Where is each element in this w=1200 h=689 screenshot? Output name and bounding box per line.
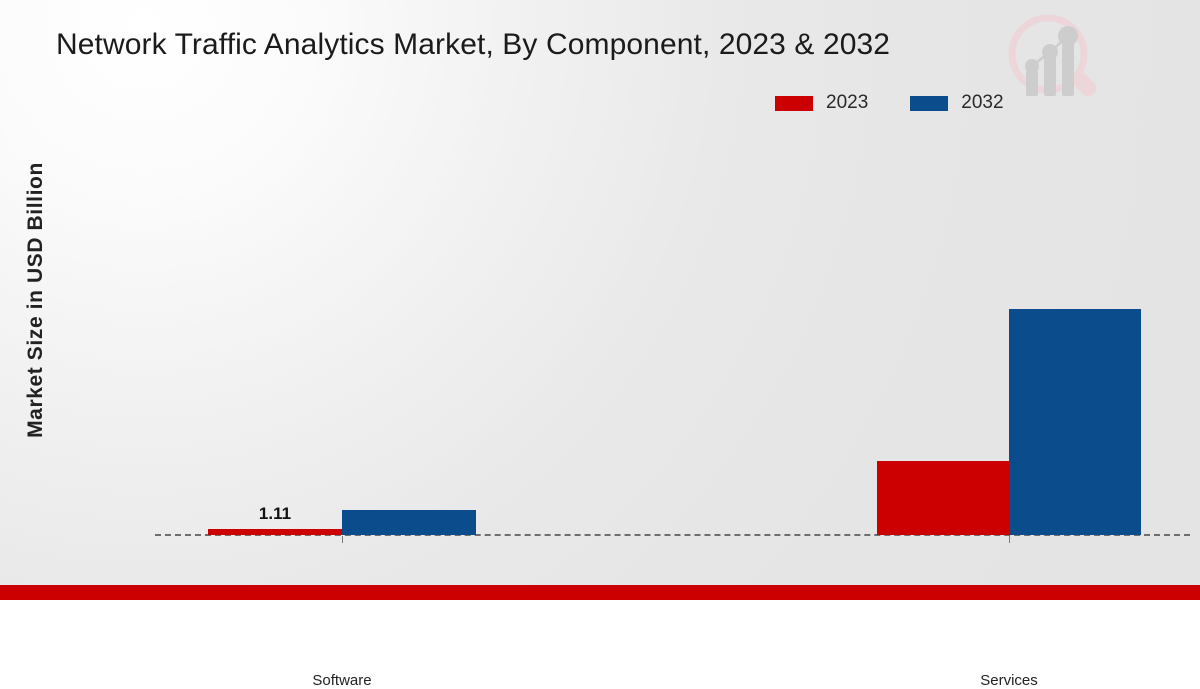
watermark-dot-1-icon bbox=[1025, 59, 1039, 73]
bar-software-2032[interactable] bbox=[342, 510, 476, 535]
legend-swatch-2023 bbox=[775, 95, 813, 111]
watermark-dot-2-icon bbox=[1042, 44, 1058, 60]
y-axis-title: Market Size in USD Billion bbox=[24, 162, 47, 438]
category-label-software: Software bbox=[312, 672, 372, 689]
chart-title: Network Traffic Analytics Market, By Com… bbox=[56, 28, 891, 61]
watermark-bar-1-icon bbox=[1026, 70, 1038, 96]
watermark-trendline-icon bbox=[1031, 35, 1069, 67]
category-label-services: Services bbox=[980, 672, 1038, 689]
legend-swatch-2032 bbox=[910, 95, 949, 111]
bar-software-2023[interactable] bbox=[208, 529, 342, 535]
bar-services-2023[interactable] bbox=[877, 461, 1009, 535]
x-axis-baseline bbox=[155, 534, 1190, 536]
watermark-bar-2-icon bbox=[1044, 56, 1056, 96]
watermark-logo bbox=[1000, 8, 1112, 120]
legend-label-2023: 2023 bbox=[826, 92, 869, 113]
legend-item-2032[interactable]: 2032 bbox=[910, 92, 1004, 114]
watermark-bar-3-icon bbox=[1062, 42, 1074, 96]
footer-accent-band bbox=[0, 585, 1200, 600]
tick-services bbox=[1009, 536, 1010, 543]
tick-software bbox=[342, 536, 343, 543]
bar-services-2032[interactable] bbox=[1009, 309, 1141, 535]
plot-area: 1.11 Software Services bbox=[155, 130, 1190, 689]
legend-label-2032: 2032 bbox=[961, 92, 1004, 113]
magnifier-ring-icon bbox=[1008, 14, 1088, 94]
watermark-dot-3-icon bbox=[1058, 26, 1078, 46]
magnifier-handle-icon bbox=[1071, 71, 1097, 97]
bar-label-software-2023: 1.11 bbox=[258, 504, 292, 523]
chart-legend: 2023 2032 bbox=[775, 92, 1004, 114]
legend-item-2023[interactable]: 2023 bbox=[775, 92, 868, 114]
